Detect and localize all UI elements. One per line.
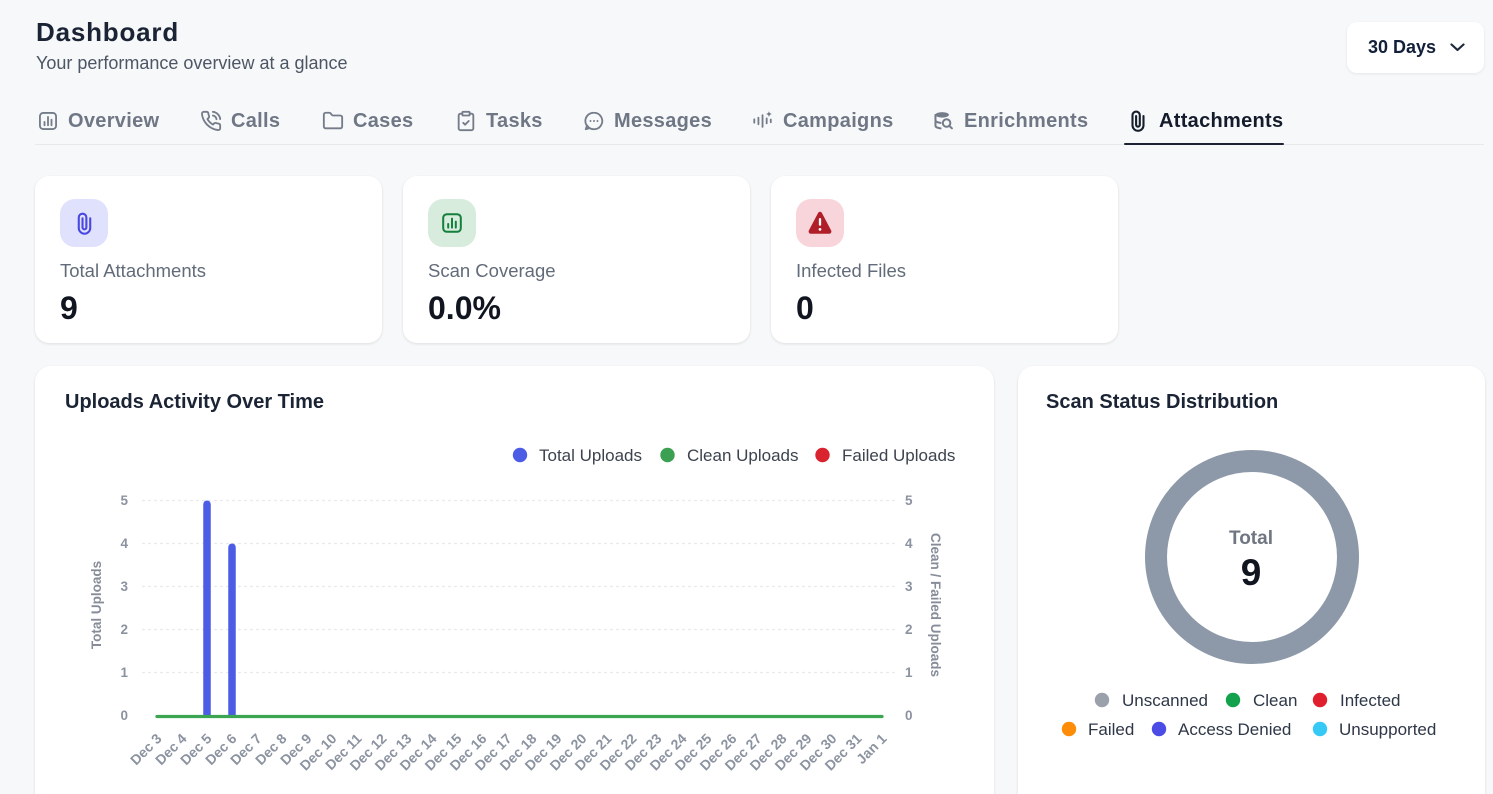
- svg-text:0: 0: [120, 708, 128, 723]
- svg-text:Total: Total: [1229, 528, 1273, 549]
- svg-text:3: 3: [905, 579, 913, 594]
- svg-text:Access Denied: Access Denied: [1178, 720, 1291, 739]
- svg-text:2: 2: [905, 622, 913, 637]
- svg-text:5: 5: [905, 493, 913, 508]
- svg-text:1: 1: [905, 665, 913, 680]
- svg-text:9: 9: [1241, 552, 1262, 593]
- svg-text:2: 2: [120, 622, 128, 637]
- svg-text:Unsupported: Unsupported: [1339, 720, 1436, 739]
- svg-text:Unscanned: Unscanned: [1122, 691, 1208, 710]
- svg-text:Total Uploads: Total Uploads: [89, 561, 104, 649]
- svg-text:4: 4: [120, 536, 128, 551]
- svg-text:Failed: Failed: [1088, 720, 1134, 739]
- svg-text:4: 4: [905, 536, 913, 551]
- svg-text:Clean Uploads: Clean Uploads: [687, 446, 799, 465]
- svg-text:Clean: Clean: [1253, 691, 1297, 710]
- svg-text:Scan Status Distribution: Scan Status Distribution: [1046, 391, 1278, 413]
- svg-text:Clean / Failed Uploads: Clean / Failed Uploads: [928, 533, 943, 677]
- svg-text:Uploads Activity Over Time: Uploads Activity Over Time: [65, 391, 324, 413]
- svg-text:0: 0: [905, 708, 913, 723]
- svg-text:Failed Uploads: Failed Uploads: [842, 446, 955, 465]
- svg-text:Infected: Infected: [1340, 691, 1401, 710]
- svg-text:3: 3: [120, 579, 128, 594]
- svg-text:5: 5: [120, 493, 128, 508]
- svg-text:Total Uploads: Total Uploads: [539, 446, 642, 465]
- svg-text:1: 1: [120, 665, 128, 680]
